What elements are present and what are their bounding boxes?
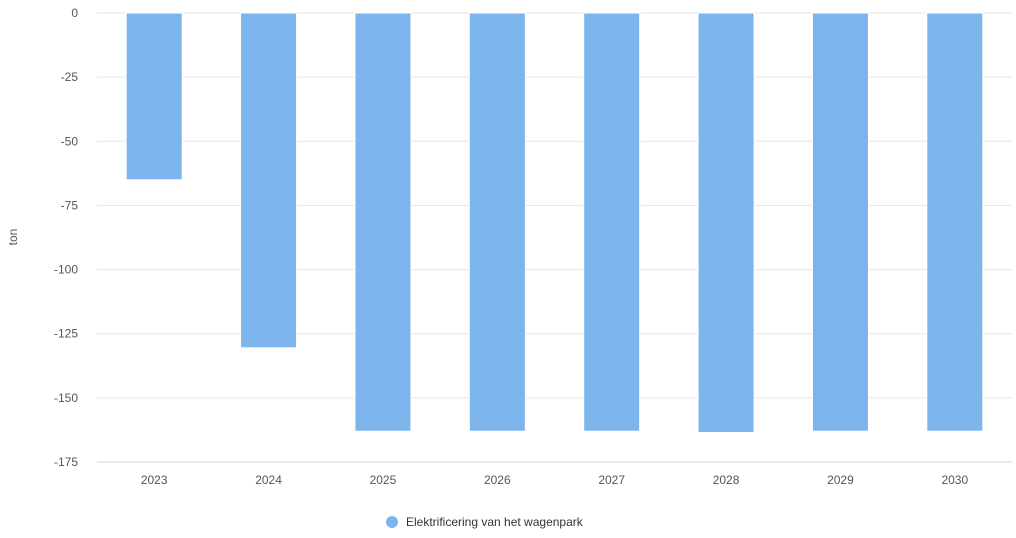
- x-tick-label: 2028: [713, 473, 740, 487]
- y-tick-label: -125: [54, 327, 78, 341]
- axes: 0 -25 -50 -75 -100 -125 -150 -175 2023 2024 2025 20…: [54, 6, 1012, 487]
- gridlines: [97, 12, 1012, 399]
- y-tick-label: -100: [54, 263, 78, 277]
- y-tick-label: -75: [61, 198, 79, 212]
- bar[interactable]: [811, 12, 869, 432]
- y-tick-label: -25: [61, 70, 79, 84]
- x-tick-label: 2029: [827, 473, 854, 487]
- x-tick-label: 2025: [370, 473, 397, 487]
- bars: [125, 12, 984, 433]
- x-tick-label: 2026: [484, 473, 511, 487]
- x-tick-label: 2023: [141, 473, 168, 487]
- bar[interactable]: [240, 12, 298, 349]
- y-tick-label: -150: [54, 391, 78, 405]
- x-tick-label: 2027: [598, 473, 625, 487]
- y-axis-title: ton: [6, 229, 20, 246]
- x-tick-label: 2024: [255, 473, 282, 487]
- bar[interactable]: [468, 12, 526, 432]
- bar[interactable]: [354, 12, 412, 432]
- y-tick-label: 0: [71, 6, 78, 20]
- y-tick-label: -175: [54, 455, 78, 469]
- legend[interactable]: Elektrificering van het wagenpark: [386, 515, 584, 529]
- bar[interactable]: [125, 12, 183, 181]
- legend-label: Elektrificering van het wagenpark: [406, 515, 584, 529]
- y-tick-label: -50: [61, 134, 79, 148]
- bar[interactable]: [926, 12, 984, 432]
- bar[interactable]: [583, 12, 641, 432]
- bar[interactable]: [697, 12, 755, 433]
- legend-marker: [386, 516, 398, 528]
- x-tick-label: 2030: [941, 473, 968, 487]
